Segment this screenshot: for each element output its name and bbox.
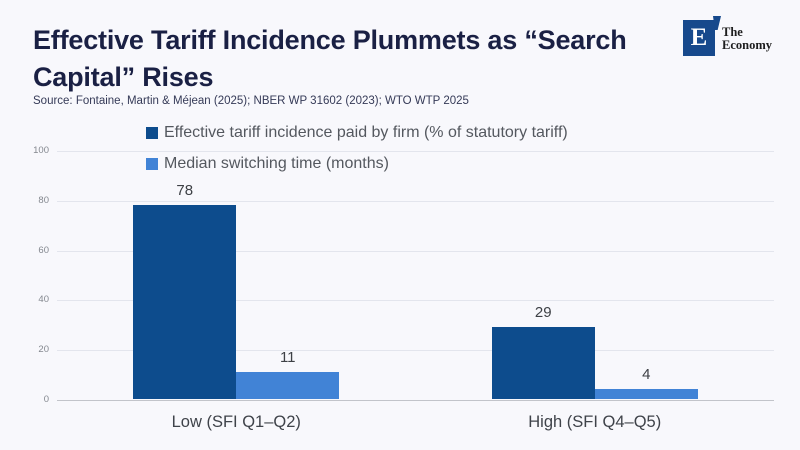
bar-effective-tariff bbox=[491, 326, 595, 399]
gridline bbox=[57, 200, 774, 202]
logo-word-economy: Economy bbox=[722, 38, 772, 52]
source-note: Source: Fontaine, Martin & Méjean (2025)… bbox=[33, 95, 469, 107]
legend-label: Median switching time (months) bbox=[164, 155, 389, 172]
y-axis-tick-label: 40 bbox=[38, 294, 49, 306]
y-axis-tick-label: 80 bbox=[38, 194, 49, 206]
legend-swatch-dark-blue bbox=[146, 127, 158, 139]
y-axis-tick-label: 60 bbox=[38, 244, 49, 256]
legend-label: Effective tariff incidence paid by firm … bbox=[164, 124, 568, 141]
gridline bbox=[57, 300, 774, 302]
logo-square: E bbox=[683, 20, 715, 56]
x-axis-category-label: High (SFI Q4–Q5) bbox=[528, 413, 662, 431]
logo-word-the: The bbox=[722, 25, 743, 39]
gridline bbox=[57, 350, 774, 352]
bar-value-label: 4 bbox=[642, 366, 651, 384]
gridline bbox=[57, 151, 774, 152]
legend-item-switching-time: Median switching time (months) bbox=[146, 153, 568, 175]
bar-value-label: 11 bbox=[279, 348, 296, 366]
bar-switching-time bbox=[236, 371, 340, 399]
gridline bbox=[57, 250, 774, 252]
bar-value-label: 78 bbox=[176, 181, 194, 199]
the-economy-logo: E The Economy bbox=[683, 16, 783, 62]
page-title: Effective Tariff Incidence Plummets as “… bbox=[33, 25, 627, 92]
bar-switching-time bbox=[594, 389, 698, 399]
logo-wordmark: The Economy bbox=[722, 26, 772, 52]
logo-accent-icon bbox=[713, 16, 721, 30]
bar-effective-tariff bbox=[133, 204, 237, 399]
legend-item-effective-tariff: Effective tariff incidence paid by firm … bbox=[146, 122, 568, 144]
logo-e-mark: E bbox=[690, 24, 708, 51]
bar-value-label: 29 bbox=[534, 303, 552, 321]
y-axis-tick-label: 100 bbox=[33, 145, 49, 156]
chart-legend: Effective tariff incidence paid by firm … bbox=[146, 122, 568, 184]
y-axis-tick-label: 20 bbox=[38, 344, 49, 356]
y-axis-tick-label: 0 bbox=[43, 394, 49, 405]
plot-area: 0 20 40 60 80 100 78 11 Low (SFI Q1–Q2) 29 4 High (… bbox=[33, 145, 774, 431]
legend-swatch-light-blue bbox=[146, 158, 158, 170]
gridline bbox=[57, 400, 774, 401]
x-axis-category-label: Low (SFI Q1–Q2) bbox=[171, 413, 301, 431]
